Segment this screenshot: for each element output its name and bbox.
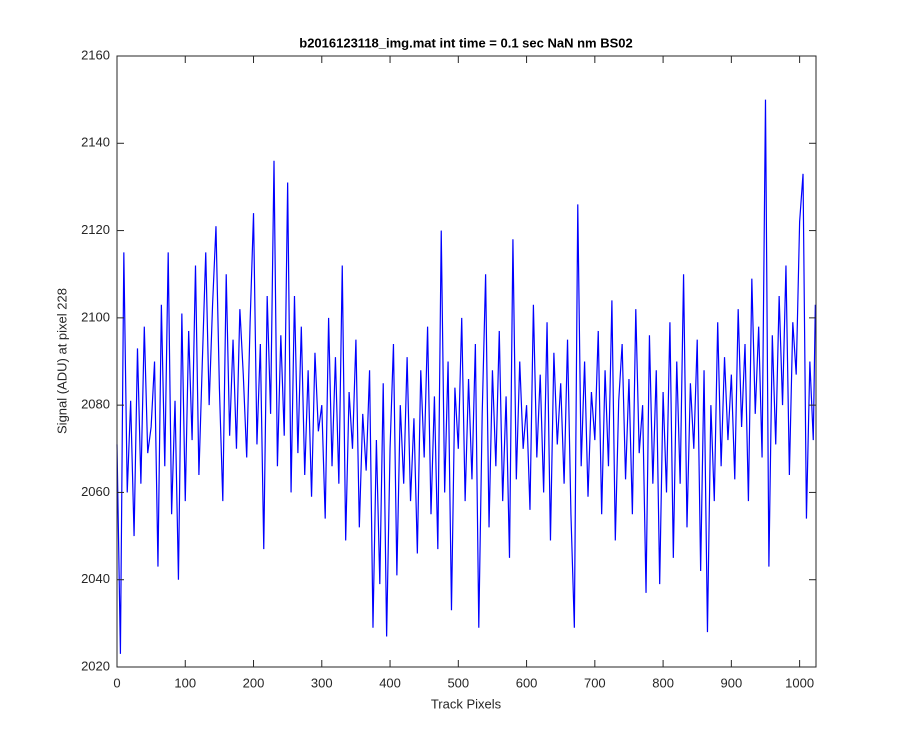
x-axis-label: Track Pixels [431, 696, 502, 711]
x-tick-label: 700 [584, 675, 606, 690]
y-tick-label: 2120 [81, 222, 110, 237]
y-tick-label: 2100 [81, 309, 110, 324]
x-tick-label: 100 [174, 675, 196, 690]
chart-title: b2016123118_img.mat int time = 0.1 sec N… [299, 35, 632, 50]
x-tick-label: 0 [113, 675, 120, 690]
y-tick-label: 2160 [81, 47, 110, 62]
axes-box [116, 55, 817, 668]
x-tick-label: 800 [652, 675, 674, 690]
y-tick-label: 2020 [81, 658, 110, 673]
data-line [116, 99, 816, 654]
x-tick-label: 600 [516, 675, 538, 690]
x-tick-label: 300 [311, 675, 333, 690]
y-tick-label: 2060 [81, 484, 110, 499]
x-tick-label: 1000 [785, 675, 814, 690]
y-tick-label: 2140 [81, 135, 110, 150]
x-tick-label: 900 [721, 675, 743, 690]
x-tick-label: 400 [379, 675, 401, 690]
y-tick-label: 2080 [81, 397, 110, 412]
y-tick-label: 2040 [81, 571, 110, 586]
plot-area [116, 99, 816, 654]
x-tick-label: 500 [447, 675, 469, 690]
y-axis-label: Signal (ADU) at pixel 228 [54, 288, 69, 434]
x-tick-label: 200 [243, 675, 265, 690]
